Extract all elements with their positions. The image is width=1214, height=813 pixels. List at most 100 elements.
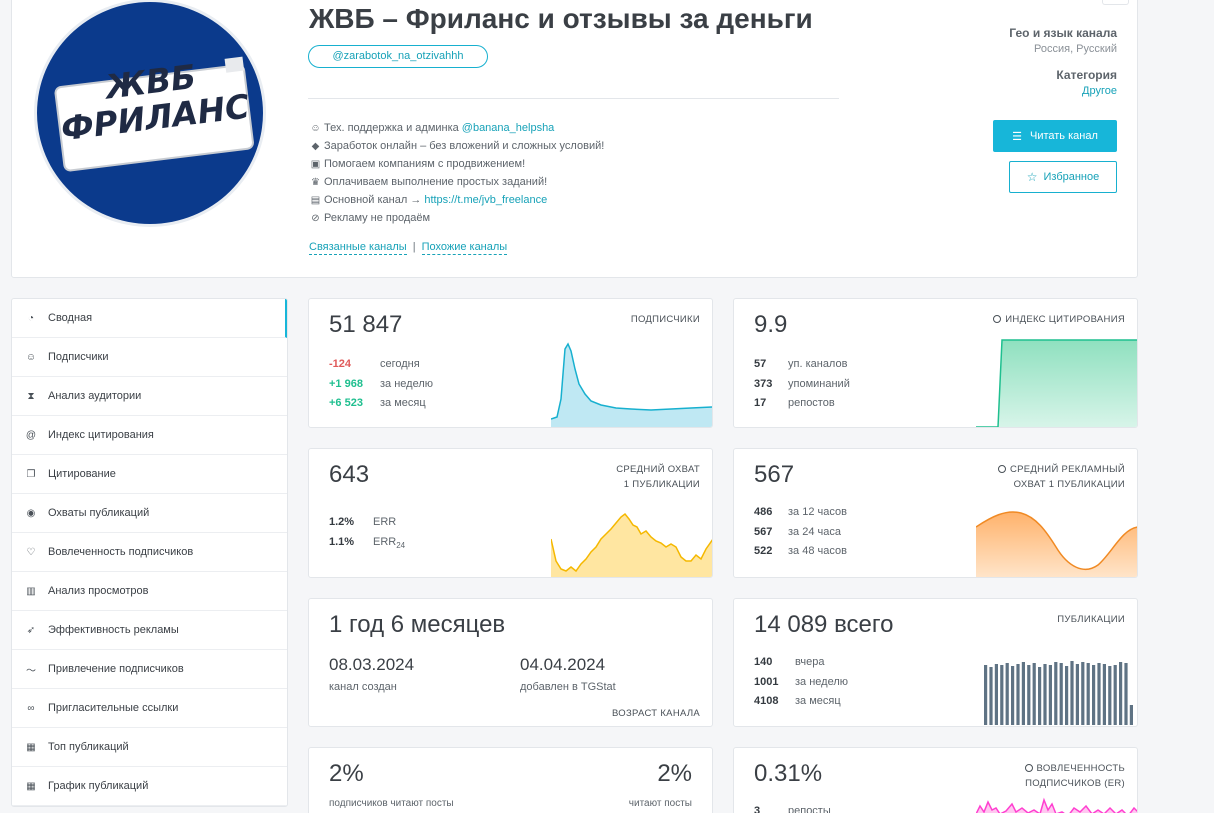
reach-value: 643 xyxy=(329,461,370,488)
sidebar-item[interactable]: ▥ Анализ просмотров xyxy=(12,572,287,611)
created-label: канал создан xyxy=(329,681,397,693)
er-title-line1: ВОВЛЕЧЕННОСТЬ xyxy=(1036,763,1125,774)
sidebar-item-label: Индекс цитирования xyxy=(48,429,154,441)
stats-sidebar: ◔ Сводная ☺ Подписчики ⧗ Анализ аудитории @ Инд… xyxy=(11,298,288,807)
related-links: Связанные каналы | Похожие каналы xyxy=(309,241,508,255)
sidebar-item[interactable]: @ Индекс цитирования xyxy=(12,416,287,455)
posts-month-value: 4108 xyxy=(754,695,779,707)
channel-avatar: ЖВБ ФРИЛАНС xyxy=(34,0,266,227)
sidebar-item[interactable]: ∞ Пригласительные ссылки xyxy=(12,689,287,728)
publications-bar xyxy=(1075,664,1079,725)
sidebar-item[interactable]: ◉ Охваты публикаций xyxy=(12,494,287,533)
publications-total: 14 089 всего xyxy=(754,611,893,639)
link-icon: ∞ xyxy=(27,702,35,714)
er-reposts-label: репосты xyxy=(788,805,831,813)
publications-bar xyxy=(1048,665,1052,725)
geo-value: Россия, Русский xyxy=(1034,43,1117,55)
trend-icon: 〜 xyxy=(26,665,36,677)
info-icon xyxy=(997,465,1006,473)
sidebar-item[interactable]: ☺ Подписчики xyxy=(12,338,287,377)
publications-bar xyxy=(984,665,988,725)
subs-today-label: сегодня xyxy=(380,358,420,370)
ad-12h-label: за 12 часов xyxy=(788,506,847,518)
citation-index-card[interactable]: 9.9 ИНДЕКС ЦИТИРОВАНИЯ 57 уп. каналов 373… xyxy=(733,298,1138,428)
err24-label: ERR24 xyxy=(373,535,406,550)
publications-card[interactable]: 14 089 всего ПУБЛИКАЦИИ 140 вчера 1001 за … xyxy=(733,598,1138,727)
publications-bar xyxy=(989,667,993,725)
sidebar-item[interactable]: ♡ Вовлеченность подписчиков xyxy=(12,533,287,572)
subscribers-card[interactable]: 51 847 ПОДПИСЧИКИ -124 сегодня +1 968 за н… xyxy=(308,298,713,428)
read-channel-label: Читать канал xyxy=(1030,130,1098,142)
face-emoji-icon: ☺ xyxy=(310,122,321,134)
description-line: ☺ Тех. поддержка и админка @banana_helpsha xyxy=(309,119,604,137)
ad-48h-value: 522 xyxy=(754,545,773,557)
er-value: 0.31% xyxy=(754,760,823,787)
readers-right-label: читают посты xyxy=(628,798,692,809)
readers-left-value: 2% xyxy=(329,760,364,787)
er-rows: 3 репосты xyxy=(754,802,831,813)
publications-bar xyxy=(1027,665,1031,725)
citation-mentions-label: упоминаний xyxy=(788,377,850,390)
average-reach-card[interactable]: 643 СРЕДНИЙ ОХВАТ 1 ПУБЛИКАЦИИ 1.2% ERR 1.… xyxy=(308,448,713,578)
publications-bar xyxy=(1016,664,1020,725)
hourglass-icon: ⧗ xyxy=(27,390,35,402)
ad-reach-card[interactable]: 567 СРЕДНИЙ РЕКЛАМНЫЙ ОХВАТ 1 ПУБЛИКАЦИИ … xyxy=(733,448,1138,578)
reach-sparkline xyxy=(551,512,712,577)
description-link[interactable]: @banana_helpsha xyxy=(461,122,555,134)
subscribers-rows: -124 сегодня +1 968 за неделю +6 523 за мес… xyxy=(329,355,433,414)
added-date: 04.04.2024 xyxy=(520,655,606,674)
engagement-rate-card[interactable]: 0.31% ВОВЛЕЧЕННОСТЬ ПОДПИСЧИКОВ (ER) 3 реп… xyxy=(733,747,1138,813)
description-line: ▤ Основной канал → https://t.me/jvb_freela… xyxy=(309,191,604,209)
calendar-icon: ▦ xyxy=(26,780,36,792)
err-label: ERR xyxy=(373,516,397,528)
description-link[interactable]: https://t.me/jvb_freelance xyxy=(424,194,548,206)
sidebar-item[interactable]: ▦ Топ публикаций xyxy=(12,728,287,767)
readers-card[interactable]: 2% подписчиков читают посты 2% читают по… xyxy=(308,747,713,813)
er-title-line2: ПОДПИСЧИКОВ (ER) xyxy=(1025,778,1125,789)
similar-channels-link[interactable]: Похожие каналы xyxy=(421,241,508,255)
heart-icon: ♡ xyxy=(26,546,36,558)
header-corner-button[interactable] xyxy=(1102,0,1129,5)
sidebar-item[interactable]: ➶ Эффективность рекламы xyxy=(12,611,287,650)
publications-bar xyxy=(1086,663,1090,725)
copy-icon: ❐ xyxy=(26,468,36,480)
channel-handle-link[interactable]: @zarabotok_na_otzivahhh xyxy=(308,45,488,68)
publications-unit: всего xyxy=(834,611,894,638)
subs-week-label: за неделю xyxy=(380,377,434,390)
publications-bar xyxy=(1005,663,1009,725)
description-text: Рекламу не продаём xyxy=(324,212,431,224)
sidebar-item[interactable]: 〜 Привлечение подписчиков xyxy=(12,650,287,689)
publications-bar-chart xyxy=(984,661,1133,725)
ad-reach-rows: 486 за 12 часов 567 за 24 часа 522 за 48 ча… xyxy=(754,503,847,562)
publications-bar xyxy=(1081,662,1085,725)
sidebar-item[interactable]: ◔ Сводная xyxy=(12,299,287,338)
related-separator: | xyxy=(412,241,416,253)
posts-yesterday-value: 140 xyxy=(754,656,773,668)
no-entry-icon: ⊘ xyxy=(311,212,320,224)
readers-right-value: 2% xyxy=(657,760,692,787)
related-channels-link[interactable]: Связанные каналы xyxy=(309,241,407,255)
read-channel-button[interactable]: ☰ Читать канал xyxy=(993,120,1117,152)
publications-bar xyxy=(1119,662,1123,725)
sidebar-item[interactable]: ❐ Цитирование xyxy=(12,455,287,494)
subs-month-value: +6 523 xyxy=(329,397,363,409)
sidebar-item-label: Эффективность рекламы xyxy=(48,624,179,636)
err24-value: 1.1% xyxy=(329,535,355,548)
citation-reposts-label: репостов xyxy=(788,397,835,409)
favorite-button[interactable]: ☆ Избранное xyxy=(1009,161,1117,193)
publications-bar xyxy=(1059,663,1063,725)
publications-bar xyxy=(1124,663,1128,725)
sidebar-item[interactable]: ⧗ Анализ аудитории xyxy=(12,377,287,416)
description-line: ♛ Оплачиваем выполнение простых заданий! xyxy=(309,173,604,191)
sidebar-item[interactable]: ▦ График публикаций xyxy=(12,767,287,806)
sidebar-item-label: Вовлеченность подписчиков xyxy=(48,546,194,558)
created-date: 08.03.2024 xyxy=(329,655,415,674)
posts-week-value: 1001 xyxy=(754,675,779,688)
channel-age-card[interactable]: 1 год 6 месяцев 08.03.2024 канал создан … xyxy=(308,598,713,727)
ad-reach-sparkline xyxy=(976,511,1137,577)
category-link[interactable]: Другое xyxy=(1082,85,1117,97)
er-sparkline xyxy=(976,797,1137,813)
channel-title: ЖВБ – Фриланс и отзывы за деньги xyxy=(309,3,813,34)
subscribers-sparkline xyxy=(551,342,712,427)
ad-reach-title-line1: СРЕДНИЙ РЕКЛАМНЫЙ xyxy=(1009,464,1125,475)
